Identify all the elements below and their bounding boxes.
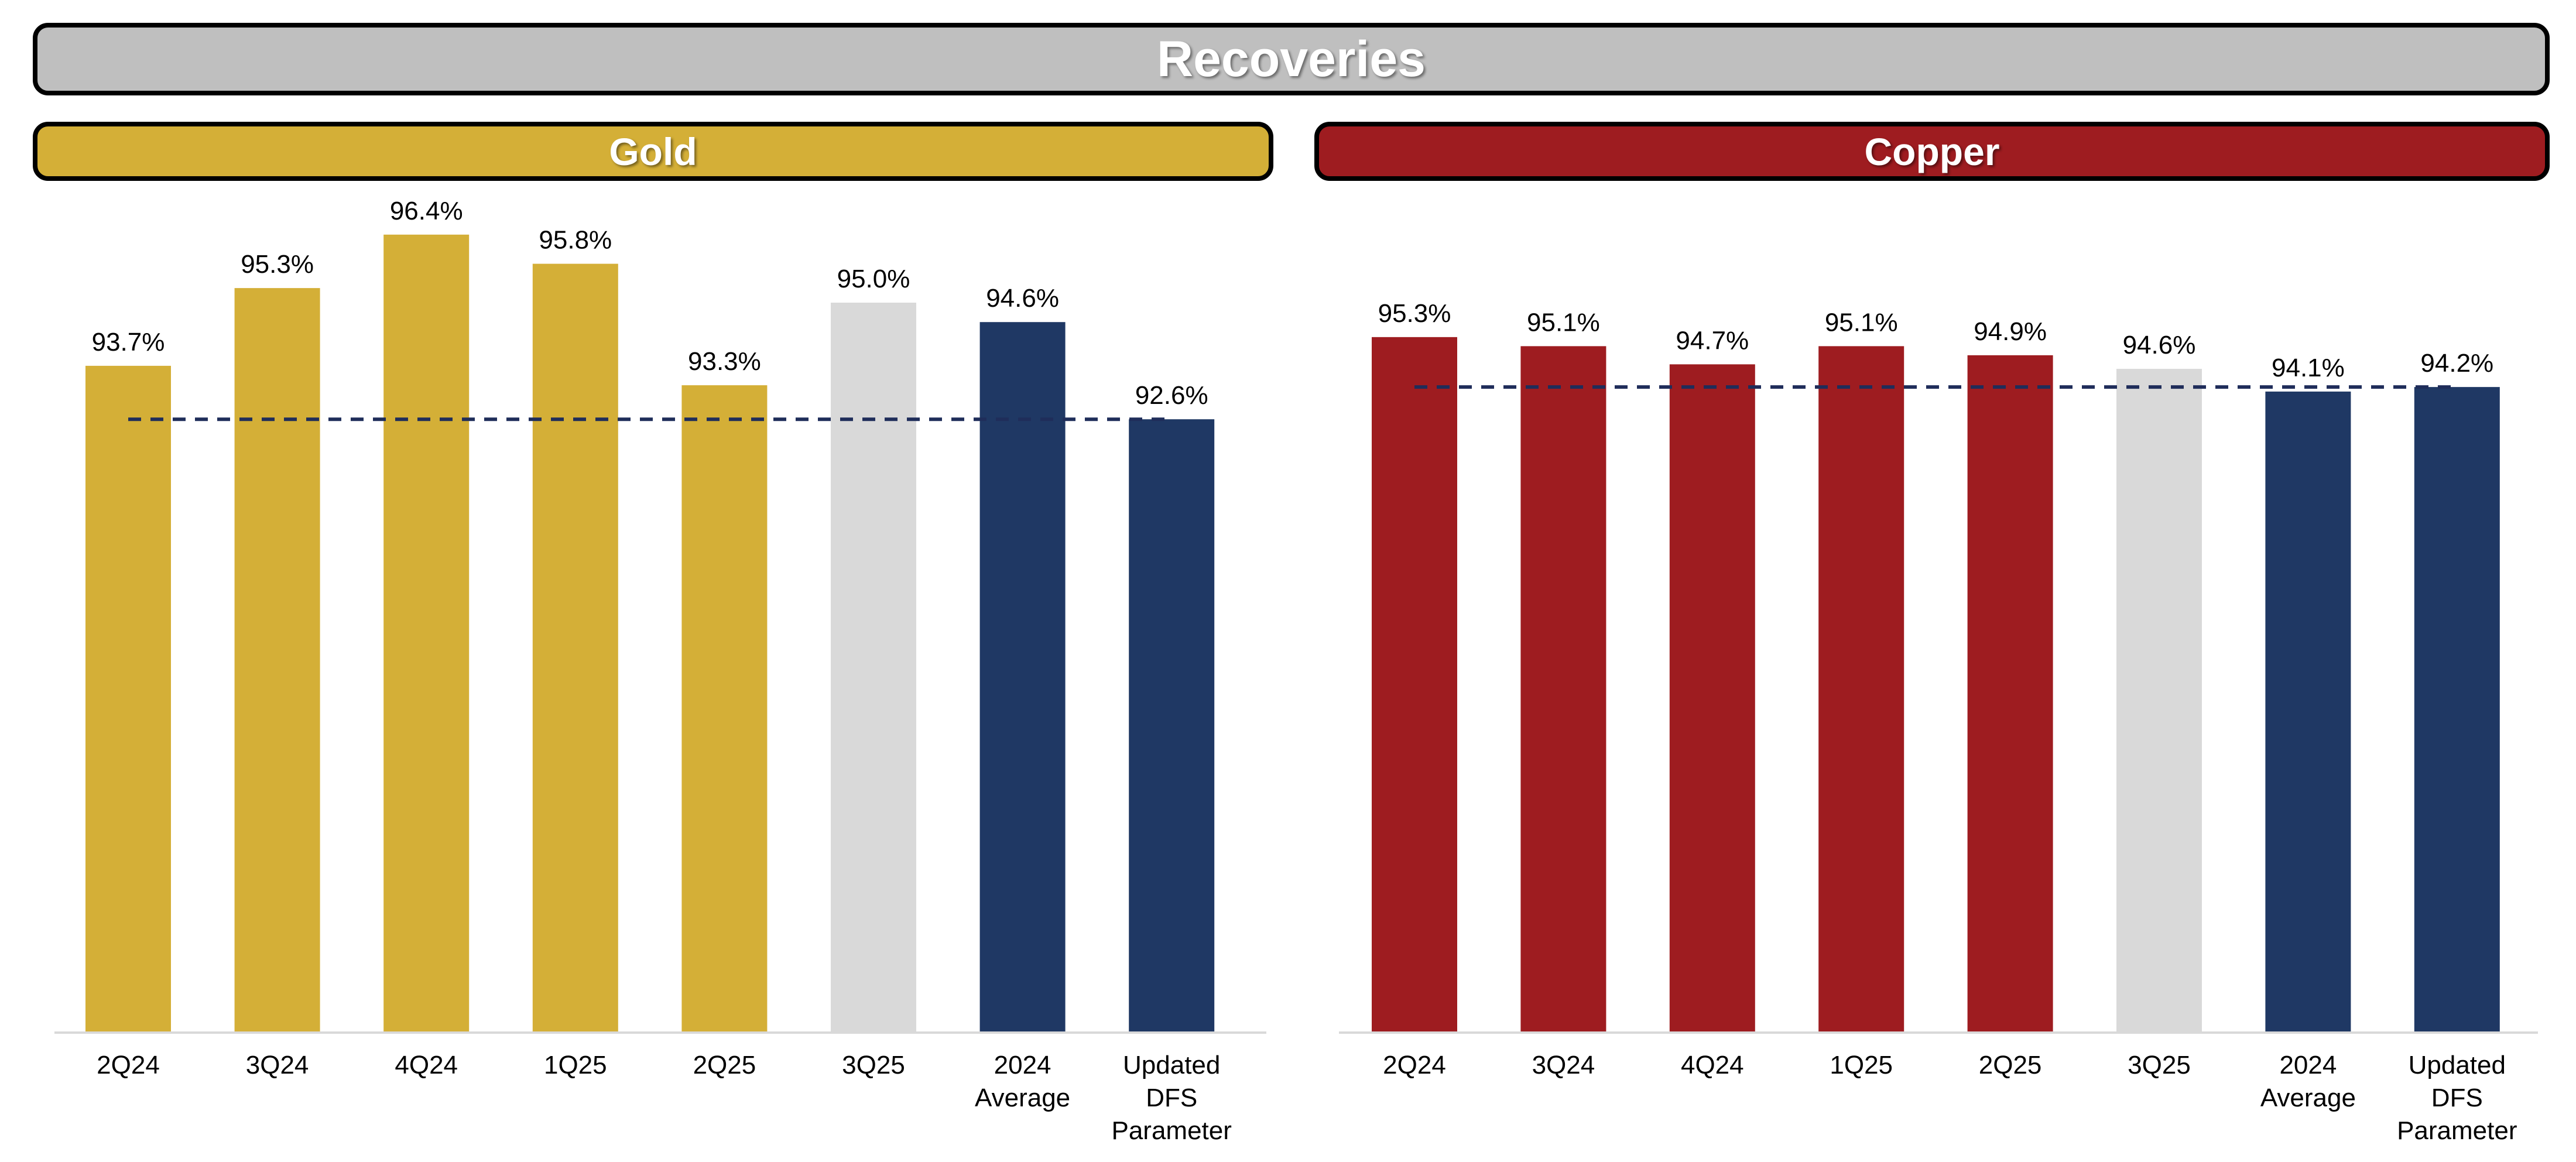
copper-bar [2414, 387, 2500, 1031]
gold-bar [831, 303, 916, 1031]
gold-bar [383, 234, 470, 1031]
gold-data-label: 94.6% [986, 284, 1059, 313]
gold-category-label: 3Q25 [842, 1051, 905, 1079]
copper-data-label: 94.7% [1676, 326, 1749, 355]
copper-category-label: 2Q25 [1979, 1051, 2042, 1079]
gold-category-label: 1Q25 [544, 1051, 607, 1079]
copper-bar [1520, 346, 1606, 1031]
gold-data-label: 92.6% [1135, 381, 1208, 410]
gold-bar [1129, 419, 1215, 1032]
page-title: Recoveries [33, 23, 2550, 95]
gold-data-label: 93.7% [92, 328, 165, 357]
gold-category-label: 4Q24 [395, 1051, 458, 1079]
gold-data-label: 93.3% [688, 347, 761, 376]
gold-bar [85, 365, 171, 1031]
copper-bar [1818, 346, 1904, 1031]
gold-category-label: 3Q24 [246, 1051, 309, 1079]
copper-data-label: 94.6% [2123, 331, 2196, 359]
gold-bar [979, 322, 1066, 1032]
gold-category-label: 2024 Average [975, 1051, 1070, 1112]
gold-bar [532, 263, 618, 1032]
gold-category-label: 2Q25 [693, 1051, 756, 1079]
copper-category-label: 1Q25 [1830, 1051, 1893, 1079]
gold-data-label: 95.0% [837, 265, 910, 293]
gold-bar [681, 385, 768, 1031]
gold-bar [234, 288, 320, 1032]
gold-category-label: 2Q24 [97, 1051, 160, 1079]
copper-bar [1669, 364, 1755, 1031]
copper-data-label: 94.1% [2272, 354, 2345, 382]
copper-category-label: 2Q24 [1383, 1051, 1446, 1079]
copper-bar [1372, 337, 1457, 1031]
gold-data-label: 95.8% [539, 226, 612, 255]
gold-category-label: Updated DFS Parameter [1111, 1051, 1231, 1145]
copper-category-label: 3Q25 [2128, 1051, 2191, 1079]
copper-data-label: 95.1% [1825, 308, 1898, 337]
copper-data-label: 95.1% [1527, 308, 1600, 337]
copper-chart-title: Copper [1314, 122, 2550, 181]
copper-category-label: 4Q24 [1681, 1051, 1744, 1079]
gold-data-label: 96.4% [390, 197, 463, 225]
copper-data-label: 94.2% [2420, 349, 2493, 378]
copper-category-label: Updated DFS Parameter [2397, 1051, 2517, 1145]
copper-data-label: 95.3% [1378, 299, 1451, 328]
gold-chart-title: Gold [33, 122, 1273, 181]
copper-bar [2116, 369, 2202, 1032]
gold-data-label: 95.3% [241, 250, 314, 279]
copper-bar [2265, 391, 2351, 1032]
copper-category-label: 2024 Average [2260, 1051, 2356, 1112]
copper-bar [1967, 355, 2053, 1031]
copper-category-label: 3Q24 [1532, 1051, 1595, 1079]
copper-data-label: 94.9% [1974, 317, 2047, 346]
